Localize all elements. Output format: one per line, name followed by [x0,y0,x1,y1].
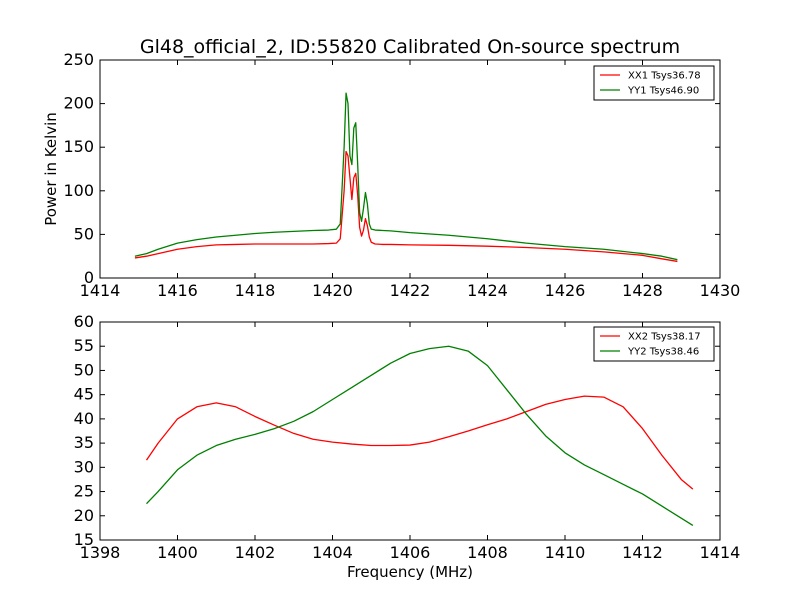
top-chart-ytick-label: 0 [84,268,94,287]
top-chart-xtick-label: 1424 [467,281,508,300]
bottom-chart-series-line-1 [145,395,694,490]
bottom-chart-frame [99,321,721,541]
top-chart-legend: XX1 Tsys36.78 YY1 Tsys46.90 [593,65,715,101]
top-chart-title: Gl48_official_2, ID:55820 Calibrated On-… [140,36,680,58]
bottom-chart-legend-label-1: XX2 Tsys38.17 [628,332,701,343]
top-chart-xtick-label: 1420 [312,281,353,300]
top-chart-series-line-2 [134,92,678,261]
top-chart-xtick-label: 1430 [700,281,741,300]
bottom-chart-xtick-label: 1410 [545,543,586,562]
bottom-chart-ticks: 1398 1400 1402 1404 1406 1408 1410 1412 1414 15 20… [74,312,741,562]
top-chart-ytick-label: 50 [74,224,94,243]
bottom-chart-ytick-label: 50 [74,360,94,379]
bottom-chart-xtick-label: 1398 [80,543,121,562]
top-chart-ticks: 1414 1416 1418 1420 1422 1424 1426 1428 1430 0 50 1… [63,50,740,300]
bottom-chart-ytick-label: 15 [74,530,94,549]
bottom-chart-legend-label-2: YY2 Tsys38.46 [627,347,699,358]
top-chart-ytick-label: 150 [63,137,94,156]
bottom-chart-series-line-2 [146,345,694,527]
bottom-chart-ytick-label: 30 [74,457,94,476]
bottom-chart-legend-box [593,326,715,362]
bottom-chart-plot-area [145,345,694,527]
top-chart-legend-label-2: YY1 Tsys46.90 [627,86,699,97]
top-chart-frame [99,59,721,279]
bottom-chart: Frequency (MHz) 1398 1400 1402 1404 1406 1408… [74,312,741,581]
top-chart-xtick-label: 1422 [390,281,431,300]
top-chart-legend-box [593,65,715,101]
bottom-chart-ytick-label: 35 [74,433,94,452]
top-chart-xtick-label: 1414 [80,281,121,300]
top-chart-xtick-label: 1426 [545,281,586,300]
top-chart-ytick-label: 100 [63,181,94,200]
bottom-chart-xtick-label: 1414 [700,543,741,562]
bottom-chart-ytick-label: 45 [74,385,94,404]
bottom-chart-legend: XX2 Tsys38.17 YY2 Tsys38.46 [593,326,715,362]
bottom-chart-xtick-label: 1408 [467,543,508,562]
bottom-chart-ytick-label: 55 [74,336,94,355]
bottom-chart-ytick-label: 40 [74,409,94,428]
bottom-chart-xtick-label: 1404 [312,543,353,562]
top-chart-ytick-label: 250 [63,50,94,69]
bottom-chart-xtick-label: 1406 [390,543,431,562]
bottom-chart-xtick-label: 1400 [157,543,198,562]
top-chart: Gl48_official_2, ID:55820 Calibrated On-… [42,36,740,300]
bottom-chart-ytick-label: 25 [74,482,94,501]
bottom-chart-xtick-label: 1412 [622,543,663,562]
bottom-chart-xtick-label: 1402 [235,543,276,562]
top-chart-xtick-label: 1428 [622,281,663,300]
top-chart-xtick-label: 1418 [235,281,276,300]
bottom-chart-xlabel: Frequency (MHz) [347,563,473,581]
top-chart-ytick-label: 200 [63,94,94,113]
bottom-chart-ytick-label: 60 [74,312,94,331]
top-chart-ylabel: Power in Kelvin [42,112,60,226]
bottom-chart-ytick-label: 20 [74,506,94,525]
top-chart-legend-label-1: XX1 Tsys36.78 [628,71,701,82]
top-chart-plot-area [134,92,678,263]
top-chart-xtick-label: 1416 [157,281,198,300]
top-chart-series-line-1 [134,150,678,263]
